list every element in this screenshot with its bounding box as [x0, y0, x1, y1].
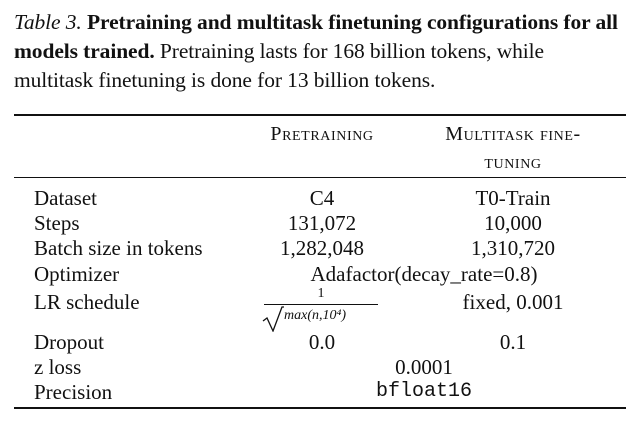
- row-multitask-value: fixed, 0.001: [462, 290, 564, 314]
- row-name: Batch size in tokens: [34, 236, 203, 260]
- top-rule: [14, 114, 626, 116]
- row-name: z loss: [34, 355, 82, 379]
- caption-title: Pretraining and multitask finetuning con…: [14, 10, 618, 63]
- table-row-lr-schedule: LR schedule fixed, 0.001: [0, 290, 636, 316]
- row-name: LR schedule: [34, 290, 140, 314]
- lr-schedule-fraction: 1 max(n,10⁴): [258, 286, 384, 334]
- header-multitask-line1: Multitask fine-: [445, 123, 581, 145]
- row-shared-value: bfloat16: [375, 380, 472, 403]
- row-pretraining-value: C4: [309, 186, 335, 210]
- bottom-rule: [14, 407, 626, 409]
- row-name: Dataset: [34, 186, 97, 210]
- fraction-denominator: max(n,10⁴): [284, 308, 347, 323]
- caption-label: Table 3.: [14, 10, 82, 34]
- row-multitask-value: 10,000: [484, 211, 542, 235]
- header-multitask-line2: tuning: [484, 151, 542, 173]
- row-pretraining-value: 0.0: [308, 330, 336, 354]
- row-name: Steps: [34, 211, 80, 235]
- fraction-numerator: 1: [317, 286, 325, 301]
- table-row-dataset: Dataset C4 T0-Train: [0, 186, 636, 212]
- fraction-bar: [264, 304, 378, 305]
- table-row-z-loss: z loss 0.0001: [0, 355, 636, 381]
- header-multitask: Multitask fine- tuning: [400, 120, 626, 176]
- row-shared-value: Adafactor(decay_rate=0.8): [310, 262, 538, 286]
- table-row-steps: Steps 131,072 10,000: [0, 211, 636, 237]
- row-pretraining-value: 1,282,048: [280, 236, 364, 260]
- header-rule: [14, 177, 626, 178]
- row-multitask-value: 0.1: [499, 330, 527, 354]
- row-name: Dropout: [34, 330, 104, 354]
- caption-text: Pretraining lasts for 168 billion tokens…: [14, 39, 544, 92]
- table-row-dropout: Dropout 0.0 0.1: [0, 330, 636, 356]
- row-multitask-value: 1,310,720: [471, 236, 555, 260]
- row-name: Precision: [34, 380, 113, 404]
- row-pretraining-value: 131,072: [287, 211, 357, 235]
- row-multitask-value: T0-Train: [475, 186, 551, 210]
- table-row-batch-size: Batch size in tokens 1,282,048 1,310,720: [0, 236, 636, 262]
- square-root-icon: [262, 306, 284, 332]
- table-caption: Table 3. Pretraining and multitask finet…: [14, 8, 626, 95]
- table-row-precision: Precision bfloat16: [0, 380, 636, 406]
- header-pretraining: Pretraining: [270, 123, 374, 145]
- row-shared-value: 0.0001: [395, 355, 453, 379]
- row-name: Optimizer: [34, 262, 120, 286]
- table-row-optimizer: Optimizer Adafactor(decay_rate=0.8): [0, 262, 636, 288]
